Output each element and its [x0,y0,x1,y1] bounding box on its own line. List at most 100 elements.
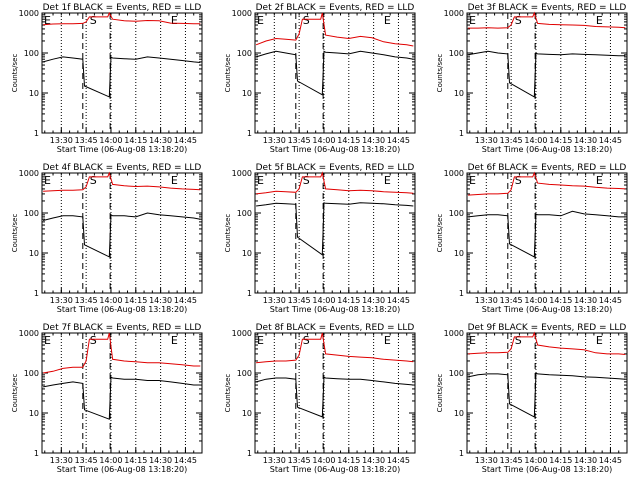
panel-title: Det 3f BLACK = Events, RED = LLD [468,3,627,13]
lld-series-line [255,12,414,47]
plot-frame [466,12,628,134]
panel-title: Det 2f BLACK = Events, RED = LLD [256,3,415,13]
detector-panel: Det 7f BLACK = Events, RED = LLD 1 10 100 10… [11,323,203,474]
event-marker-label: E [257,334,264,347]
y-tick-label: 100 [24,369,39,378]
event-marker-label: E [384,174,391,187]
x-axis-label: Start Time (06-Aug-08 13:18:20) [57,145,188,154]
y-tick-label: 1 [247,289,252,298]
event-marker-label: S [90,174,97,187]
y-tick-label: 1000 [232,329,252,338]
x-tick-label: 14:30 [149,456,172,465]
x-tick-label: 14:45 [174,136,197,145]
x-tick-label: 13:30 [475,136,498,145]
y-tick-label: 100 [237,369,252,378]
plot-frame [466,332,628,454]
event-marker-label: E [44,174,51,187]
x-tick-label: 13:30 [263,136,286,145]
detector-panel: Det 5f BLACK = Events, RED = LLD 1 10 100 10… [224,163,416,314]
x-tick-label: 14:15 [549,136,572,145]
events-series-line [255,375,414,418]
y-tick-label: 10 [242,89,252,98]
x-tick-label: 13:30 [50,296,73,305]
panel-title: Det 5f BLACK = Events, RED = LLD [256,163,415,173]
event-marker-label: S [515,334,522,347]
x-tick-label: 14:15 [549,296,572,305]
events-series-line [255,50,414,96]
panel-title: Det 7f BLACK = Events, RED = LLD [43,323,202,333]
x-tick-label: 14:15 [337,136,360,145]
lld-series-line [256,171,414,195]
event-marker-label: E [44,14,51,27]
lld-series-line [468,11,626,29]
y-tick-label: 1 [459,289,464,298]
y-axis-label: Counts/sec [436,374,444,413]
plot-frame [41,172,203,294]
y-axis-label: Counts/sec [11,214,19,253]
x-tick-label: 14:00 [99,296,122,305]
events-series-line [256,202,414,256]
events-series-line [468,50,626,98]
x-tick-label: 13:45 [288,296,311,305]
event-marker-label: S [90,14,97,27]
x-tick-label: 13:45 [288,456,311,465]
x-axis-label: Start Time (06-Aug-08 13:18:20) [482,305,613,314]
y-tick-label: 100 [237,209,252,218]
detector-panel: Det 9f BLACK = Events, RED = LLD 1 10 100 10… [436,323,628,474]
x-tick-label: 14:00 [524,136,547,145]
events-series-line [467,372,626,418]
event-marker-label: S [303,14,310,27]
x-tick-label: 14:00 [524,456,547,465]
panel-title: Det 8f BLACK = Events, RED = LLD [256,323,415,333]
x-axis-label: Start Time (06-Aug-08 13:18:20) [57,305,188,314]
lld-series-line [468,171,626,196]
detector-panel: Det 3f BLACK = Events, RED = LLD 1 10 100 10… [436,3,628,154]
y-tick-label: 1 [34,449,39,458]
plot-frame [466,172,628,294]
y-tick-label: 100 [24,49,39,58]
event-marker-label: S [90,334,97,347]
x-tick-label: 14:30 [362,136,385,145]
x-tick-label: 14:45 [387,456,410,465]
y-tick-label: 1000 [232,9,252,18]
y-tick-label: 100 [449,369,464,378]
x-tick-label: 13:30 [263,456,286,465]
event-marker-label: E [469,14,476,27]
x-axis-label: Start Time (06-Aug-08 13:18:20) [482,465,613,474]
y-tick-label: 1000 [444,329,464,338]
y-tick-label: 1000 [19,329,39,338]
y-axis-label: Counts/sec [224,54,232,93]
event-marker-label: S [515,14,522,27]
x-tick-label: 13:30 [475,456,498,465]
x-tick-label: 14:30 [574,296,597,305]
x-tick-label: 13:30 [475,296,498,305]
x-tick-label: 13:45 [75,136,98,145]
lld-series-line [43,11,201,26]
events-series-line [42,212,201,258]
y-tick-label: 1 [459,129,464,138]
event-marker-label: S [303,174,310,187]
x-tick-label: 14:15 [124,136,147,145]
x-tick-label: 13:45 [500,456,523,465]
events-series-line [42,55,201,98]
x-tick-label: 14:00 [312,296,335,305]
x-axis-label: Start Time (06-Aug-08 13:18:20) [270,145,401,154]
x-tick-label: 13:45 [500,136,523,145]
y-tick-label: 1 [459,449,464,458]
x-tick-label: 14:15 [337,456,360,465]
event-marker-label: E [171,334,178,347]
x-tick-label: 14:45 [599,456,622,465]
x-tick-label: 14:45 [387,296,410,305]
event-marker-label: E [596,174,603,187]
y-tick-label: 100 [237,49,252,58]
x-tick-label: 13:45 [288,136,311,145]
plot-frame [254,332,416,454]
x-tick-label: 14:30 [574,136,597,145]
x-tick-label: 13:30 [50,456,73,465]
y-axis-label: Counts/sec [436,214,444,253]
event-marker-label: E [171,14,178,27]
event-marker-label: E [384,334,391,347]
y-tick-label: 10 [242,249,252,258]
y-tick-label: 1 [34,129,39,138]
plot-frame [254,12,416,134]
